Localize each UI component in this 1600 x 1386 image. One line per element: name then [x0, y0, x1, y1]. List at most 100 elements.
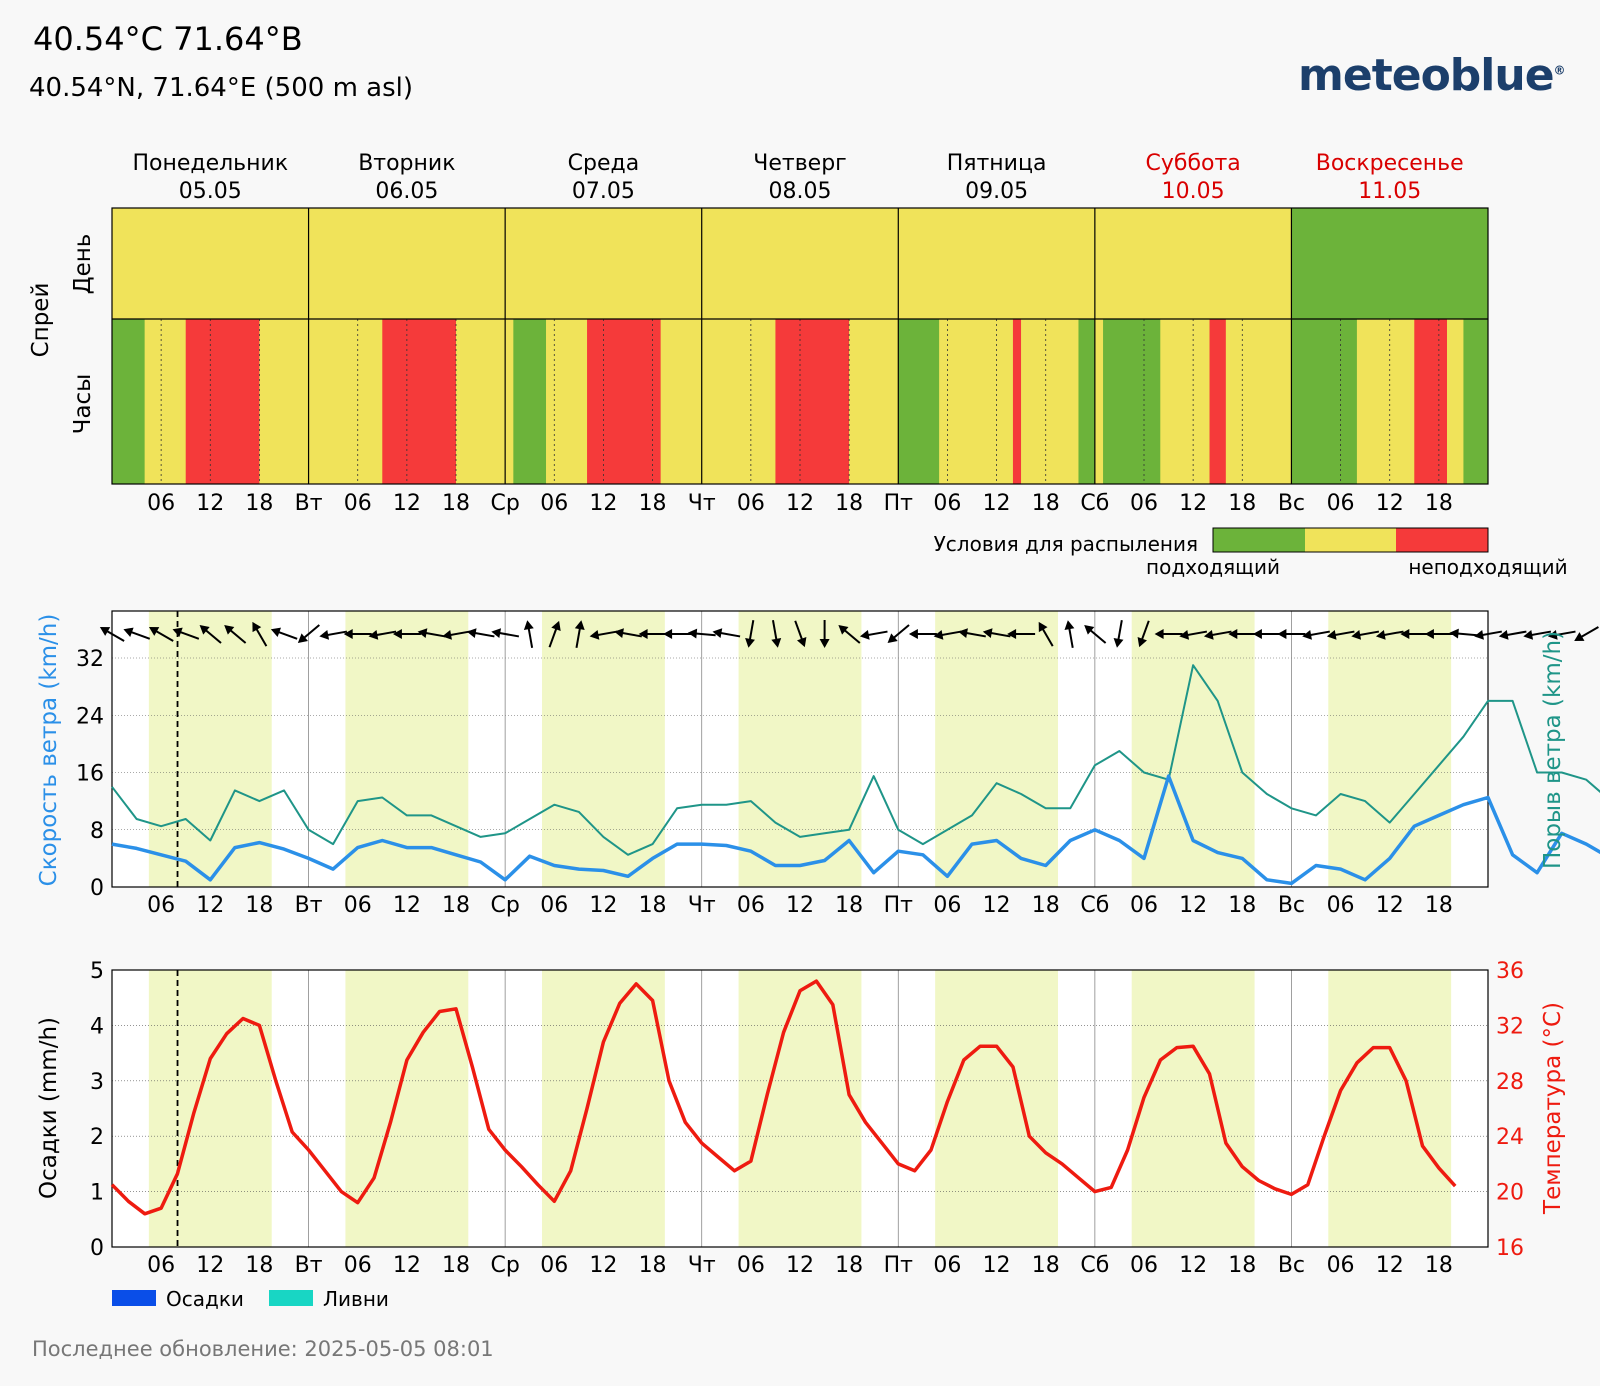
wind-arrow-head	[1351, 629, 1362, 640]
wind-direction-arrow-23	[663, 629, 692, 639]
temperature-line	[110, 979, 1457, 1216]
wind-direction-arrow-51	[1351, 629, 1380, 640]
wind-direction-arrow-0	[99, 627, 125, 642]
wind-direction-arrow-9	[319, 629, 348, 640]
precip-xtick-hour-2-0: 06	[540, 1253, 568, 1278]
wind-direction-arrow-38	[1038, 621, 1054, 647]
temp-ytick-32: 32	[1496, 1014, 1524, 1039]
spray-day-cell-4	[898, 208, 1095, 319]
spray-hour-segment-2-1	[513, 319, 547, 484]
precip-ytick-5: 5	[90, 959, 104, 984]
wind-direction-arrow-16	[491, 628, 520, 639]
wind-frame	[111, 610, 1489, 888]
day-date-3: 08.05	[769, 179, 832, 204]
wind-xtick-hour-2-0: 06	[540, 893, 568, 918]
wind-arrow-head	[838, 625, 849, 635]
spray-day-cell-1	[308, 208, 506, 319]
wind-arrow-head	[1424, 629, 1434, 639]
wind-direction-arrow-55	[1449, 628, 1478, 639]
wind-arrow-head	[270, 627, 282, 637]
day-date-6: 11.05	[1358, 179, 1421, 204]
wind-xtick-day-2: Ср	[490, 893, 519, 918]
wind-direction-arrow-7	[270, 627, 298, 640]
wind-ytick-32: 32	[76, 647, 104, 672]
wind-xtick-day-3: Чт	[688, 893, 716, 918]
wind-arrow-head	[1474, 629, 1484, 640]
day-name-3: Четверг	[753, 151, 846, 176]
day-date-1: 06.05	[375, 179, 438, 204]
wind-arrow-head	[1252, 629, 1262, 639]
precip-xtick-hour-3-2: 18	[835, 1253, 863, 1278]
precip-xtick-hour-1-1: 12	[393, 1253, 421, 1278]
wind-direction-arrow-45	[1203, 629, 1232, 640]
spray-day-cell-0	[112, 208, 309, 319]
spray-xtick-hour-2-2: 18	[639, 491, 667, 516]
precip-ytick-0: 0	[90, 1236, 104, 1261]
wind-arrow-head	[574, 620, 585, 630]
spray-xtick-day-6: Вс	[1278, 491, 1305, 516]
precip-daylight-band-4	[935, 970, 1058, 1247]
precip-xtick-hour-2-2: 18	[639, 1253, 667, 1278]
precip-xtick-hour-0-2: 18	[245, 1253, 273, 1278]
wind-direction-arrow-36	[982, 628, 1011, 639]
wind-xtick-hour-4-2: 18	[1032, 893, 1060, 918]
wind-arrow-head	[491, 628, 502, 639]
wind-direction-arrow-44	[1179, 629, 1208, 640]
logo-text: meteoblue	[1298, 50, 1555, 101]
spray-xtick-hour-5-2: 18	[1228, 491, 1256, 516]
location-coordinates: 40.54°N, 71.64°E (500 m asl)	[29, 73, 414, 103]
precip-xtick-day-5: Сб	[1080, 1253, 1109, 1278]
day-name-4: Пятница	[947, 151, 1047, 176]
wind-arrow-head	[392, 629, 402, 639]
wind-direction-arrow-49	[1302, 629, 1330, 640]
spray-row-hours-label: Часы	[70, 374, 96, 435]
wind-xtick-hour-3-2: 18	[835, 893, 863, 918]
spray-xtick-hour-1-0: 06	[344, 491, 372, 516]
wind-direction-arrow-10	[343, 629, 372, 639]
gust-line	[111, 664, 1600, 856]
wind-arrow-head	[1113, 638, 1124, 648]
spray-hour-segment-5-4	[1225, 319, 1292, 484]
wind-arrow-head	[1038, 621, 1048, 633]
wind-arrow-head	[199, 625, 210, 635]
wind-arrow-head	[1498, 629, 1509, 640]
legend-label-showers: Ливни	[323, 1287, 389, 1311]
wind-arrow-head	[887, 633, 898, 643]
wind-arrow-head	[614, 628, 624, 639]
wind-arrow-head	[466, 628, 477, 639]
wind-arrow-head	[982, 628, 993, 639]
spray-xtick-hour-6-1: 12	[1376, 491, 1404, 516]
spray-hour-segment-6-0	[1291, 319, 1357, 484]
spray-day-cell-2	[505, 208, 702, 319]
legend-swatch-unsuitable	[1396, 528, 1488, 552]
logo-mark: ®	[1553, 63, 1566, 78]
spray-hour-segment-5-2	[1160, 319, 1210, 484]
wind-arrow-head	[523, 620, 534, 630]
wind-arrow-head	[663, 629, 673, 639]
spray-hour-segment-4-0	[898, 319, 940, 484]
temp-ytick-16: 16	[1496, 1236, 1524, 1261]
precip-xtick-hour-0-1: 12	[196, 1253, 224, 1278]
wind-direction-arrow-17	[523, 620, 534, 648]
legend-swatch-suitable	[1213, 528, 1305, 552]
precip-ytick-3: 3	[90, 1070, 104, 1095]
wind-direction-arrow-13	[417, 628, 446, 639]
wind-direction-arrow-48	[1277, 629, 1306, 639]
precip-xtick-hour-5-1: 12	[1179, 1253, 1207, 1278]
spray-xtick-hour-3-0: 06	[737, 491, 765, 516]
wind-daylight-band-4	[935, 611, 1058, 887]
wind-arrow-head	[1084, 625, 1095, 635]
spray-hour-segment-6-1	[1356, 319, 1415, 484]
wind-daylight-band-1	[345, 611, 469, 887]
spray-frame	[111, 207, 1489, 485]
precip-daylight-band-1	[345, 970, 469, 1247]
legend-swatch-moderate	[1305, 528, 1396, 552]
wind-direction-arrow-40	[1084, 625, 1107, 644]
precip-xtick-hour-6-2: 18	[1425, 1253, 1453, 1278]
spray-hour-segment-4-2	[1012, 319, 1022, 484]
meteoblue-logo[interactable]: meteoblue®	[1298, 50, 1566, 101]
wind-arrow-head	[1302, 629, 1312, 640]
wind-direction-arrow-50	[1326, 629, 1355, 640]
wind-arrow-head	[252, 621, 262, 633]
